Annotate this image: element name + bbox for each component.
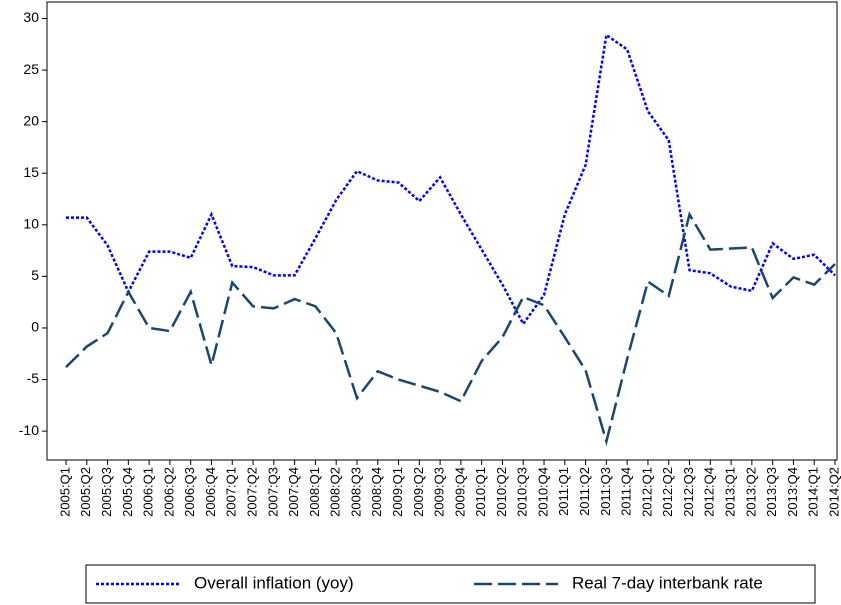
x-tick-label: 2009:Q1: [390, 467, 405, 517]
x-tick-label: 2014:Q2: [826, 467, 841, 517]
x-tick-label: 2013:Q3: [764, 467, 779, 517]
series-line: [65, 211, 836, 447]
x-tick-label: 2011:Q4: [619, 467, 634, 516]
x-tick-label: 2006:Q4: [203, 467, 218, 517]
x-tick-label: 2009:Q3: [432, 467, 447, 517]
legend-box: [85, 564, 816, 604]
x-tick-label: 2005:Q2: [78, 467, 93, 517]
x-tick-label: 2010:Q3: [515, 467, 530, 517]
x-tick-label: 2013:Q2: [743, 467, 758, 517]
legend-label: Overall inflation (yoy): [194, 573, 354, 592]
y-tick-label: 25: [23, 61, 39, 77]
x-tick-label: 2013:Q1: [723, 467, 738, 517]
x-tick-label: 2011:Q3: [598, 467, 613, 516]
x-tick-label: 2010:Q4: [535, 467, 550, 517]
x-tick-label: 2005:Q1: [57, 467, 72, 517]
x-tick-label: 2008:Q4: [369, 467, 384, 517]
x-tick-label: 2007:Q1: [224, 467, 239, 517]
x-tick-label: 2012:Q1: [639, 467, 654, 517]
x-tick-label: 2014:Q1: [806, 467, 821, 517]
x-tick-label: 2007:Q4: [286, 467, 301, 517]
x-tick-label: 2011:Q1: [556, 467, 571, 516]
x-tick-label: 2010:Q2: [494, 467, 509, 517]
y-tick-label: 20: [23, 112, 39, 128]
plot-frame: [46, 1, 838, 461]
x-tick-label: 2007:Q3: [265, 467, 280, 517]
y-tick-label: 30: [23, 9, 39, 25]
x-tick-label: 2006:Q1: [141, 467, 156, 517]
x-tick-label: 2006:Q2: [161, 467, 176, 517]
y-tick-label: 5: [31, 267, 39, 283]
x-tick-label: 2007:Q2: [244, 467, 259, 517]
x-tick-label: 2013:Q4: [785, 467, 800, 517]
x-tick-label: 2005:Q3: [99, 467, 114, 517]
x-tick-label: 2008:Q2: [328, 467, 343, 517]
x-tick-label: 2008:Q3: [348, 467, 363, 517]
x-tick-label: 2012:Q2: [660, 467, 675, 517]
x-tick-label: 2012:Q3: [681, 467, 696, 517]
x-tick-label: 2005:Q4: [120, 467, 135, 517]
x-tick-label: 2012:Q4: [702, 467, 717, 517]
x-tick-label: 2009:Q2: [411, 467, 426, 517]
x-tick-label: 2006:Q3: [182, 467, 197, 517]
y-tick-label: -5: [27, 370, 40, 386]
x-tick-label: 2009:Q4: [452, 467, 467, 517]
y-tick-label: 0: [31, 319, 39, 335]
legend-label: Real 7-day interbank rate: [572, 573, 763, 592]
y-tick-label: -10: [19, 422, 39, 438]
x-tick-label: 2010:Q1: [473, 467, 488, 517]
series-line: [66, 32, 836, 327]
y-tick-label: 10: [23, 216, 39, 232]
x-tick-label: 2011:Q2: [577, 467, 592, 516]
y-tick-label: 15: [23, 164, 39, 180]
x-tick-label: 2008:Q1: [307, 467, 322, 517]
